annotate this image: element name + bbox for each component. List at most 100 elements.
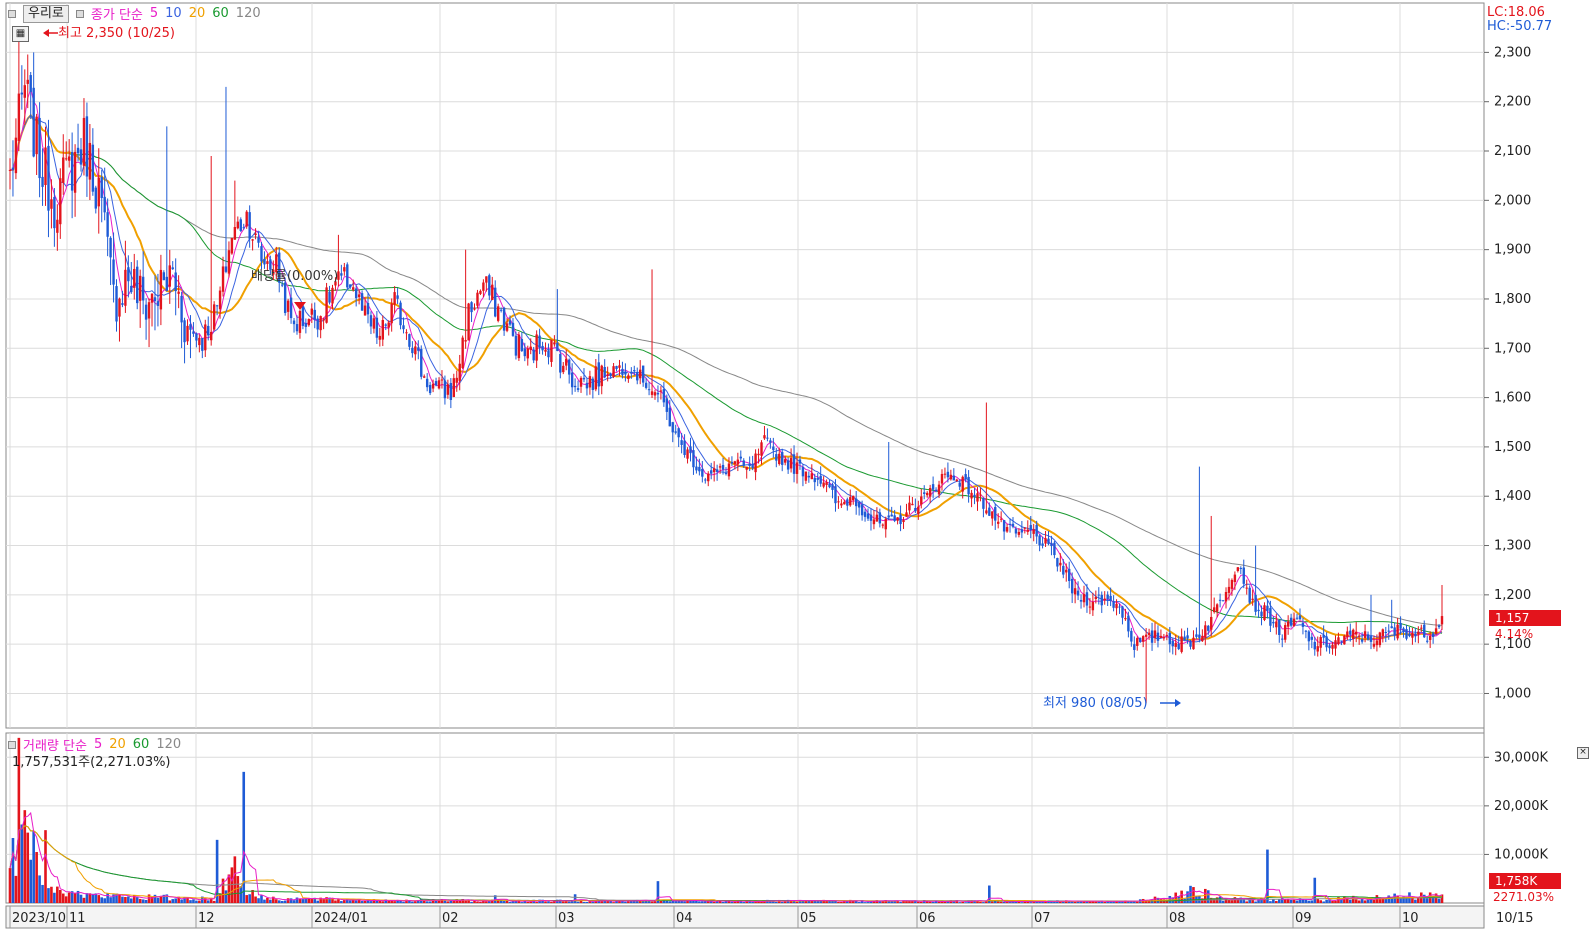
- volume-bar: [520, 902, 524, 903]
- candle: [1109, 595, 1112, 602]
- candle: [458, 363, 461, 381]
- volume-bar: [313, 897, 317, 903]
- price-ma-label[interactable]: 종가 단순: [90, 8, 143, 23]
- candle: [38, 117, 41, 179]
- volume-bar: [632, 900, 636, 903]
- volume-bar: [600, 901, 604, 903]
- volume-bar: [414, 901, 417, 903]
- volume-bar: [390, 900, 393, 903]
- y-tick-label: 1,600: [1494, 391, 1531, 406]
- candle: [1378, 632, 1382, 646]
- candle: [982, 497, 985, 509]
- volume-bar: [724, 900, 728, 903]
- ma120-label[interactable]: 120: [235, 6, 261, 21]
- volume-bar: [135, 897, 139, 903]
- volume-bar: [541, 899, 544, 903]
- calendar-icon[interactable]: ▦: [12, 26, 29, 42]
- volume-bar: [940, 901, 944, 903]
- y-tick-label: 1,100: [1494, 637, 1531, 652]
- candle: [76, 147, 80, 154]
- ma10-label[interactable]: 10: [165, 6, 182, 21]
- volume-bar: [411, 901, 414, 903]
- candle: [547, 350, 550, 358]
- volume-bar: [1224, 898, 1228, 903]
- volume-bar: [721, 901, 725, 903]
- volume-bar: [41, 884, 44, 903]
- volume-bar: [1260, 898, 1263, 903]
- candle: [35, 116, 38, 155]
- ma5-label[interactable]: 5: [149, 6, 159, 21]
- candle: [576, 388, 580, 390]
- stock-name-button[interactable]: 우리로: [23, 4, 69, 23]
- y-tick-label: 1,500: [1494, 440, 1531, 455]
- candle: [482, 282, 485, 291]
- volume-bar: [343, 899, 346, 903]
- volume-bar: [408, 900, 411, 903]
- candle: [1322, 635, 1325, 638]
- candle: [1050, 542, 1053, 547]
- volume-bar: [301, 899, 305, 903]
- candle: [781, 452, 784, 465]
- candle: [1292, 618, 1296, 627]
- candle: [375, 317, 379, 338]
- candle: [1343, 635, 1346, 645]
- candle: [186, 325, 189, 342]
- volume-bar: [576, 901, 580, 903]
- vma60-label[interactable]: 60: [132, 737, 150, 752]
- vma20-label[interactable]: 20: [109, 737, 126, 752]
- candle: [775, 454, 778, 461]
- vma5-label[interactable]: 5: [93, 737, 103, 752]
- volume-bar: [242, 771, 246, 903]
- volume-bar: [1280, 897, 1284, 903]
- volume-bar: [144, 899, 148, 903]
- volume-bar: [1399, 897, 1402, 903]
- candle: [207, 325, 210, 336]
- volume-bar: [203, 898, 207, 903]
- volume-bar: [431, 899, 435, 903]
- volume-bar: [624, 901, 627, 903]
- candle: [923, 492, 926, 494]
- candle: [141, 276, 145, 301]
- ma20-label[interactable]: 20: [188, 6, 206, 21]
- volume-bar: [727, 901, 731, 903]
- candle: [653, 392, 657, 396]
- candle: [766, 437, 769, 439]
- candle: [301, 306, 305, 326]
- candle: [1402, 628, 1405, 632]
- candle: [47, 145, 50, 211]
- volume-bar: [831, 901, 834, 903]
- candle: [1319, 637, 1322, 648]
- close-icon[interactable]: ×: [1577, 747, 1589, 759]
- ma60-label[interactable]: 60: [212, 6, 229, 21]
- candle: [283, 282, 287, 313]
- candle: [446, 384, 450, 395]
- y-tick-label: 1,700: [1494, 341, 1531, 356]
- x-axis: 2023/10 11 12 2024/01 02 03 04 05 06 07 08 09 10 10/1…: [9, 906, 1533, 928]
- candle: [556, 342, 559, 351]
- volume-bar: [61, 893, 65, 903]
- vma5-line: [9, 811, 1443, 903]
- volume-bar: [198, 900, 201, 903]
- candle: [573, 385, 577, 388]
- candle: [17, 93, 21, 142]
- volume-bar: [215, 839, 219, 903]
- candle: [201, 338, 204, 351]
- candle: [849, 497, 852, 506]
- volume-bar: [1076, 901, 1080, 903]
- candle: [562, 365, 565, 373]
- volume-bar: [570, 900, 574, 903]
- volume-bar: [121, 896, 124, 903]
- volume-bar: [141, 899, 145, 903]
- candle: [1062, 565, 1065, 575]
- volume-bar: [257, 898, 260, 903]
- candle: [624, 371, 627, 375]
- volume-ma-label[interactable]: 거래량 단순: [23, 739, 87, 754]
- candle: [144, 304, 148, 320]
- candle: [1363, 631, 1367, 638]
- candle: [701, 468, 704, 477]
- vma120-label[interactable]: 120: [156, 737, 182, 752]
- volume-bar: [999, 901, 1003, 903]
- candle: [118, 298, 121, 317]
- volume-bar: [138, 898, 142, 903]
